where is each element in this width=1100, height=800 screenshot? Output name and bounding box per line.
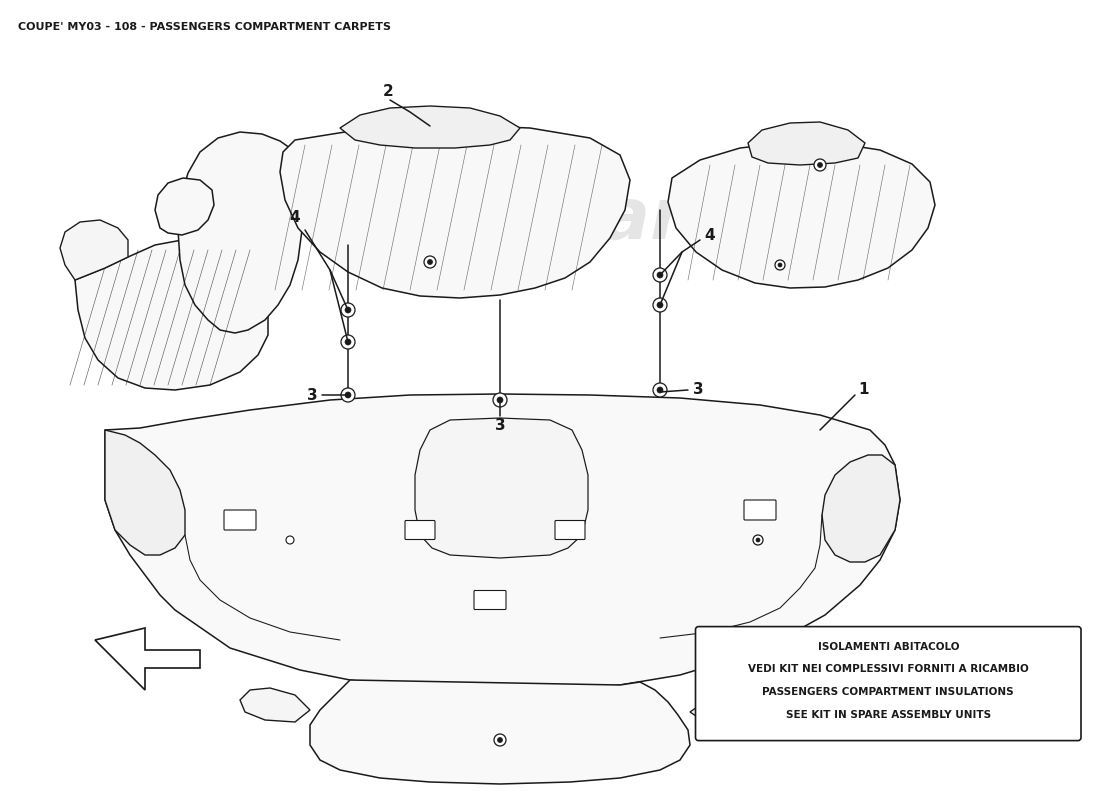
- Polygon shape: [690, 692, 756, 724]
- FancyBboxPatch shape: [744, 500, 775, 520]
- Text: 3: 3: [693, 382, 703, 398]
- Circle shape: [345, 339, 351, 345]
- Text: COUPE' MY03 - 108 - PASSENGERS COMPARTMENT CARPETS: COUPE' MY03 - 108 - PASSENGERS COMPARTME…: [18, 22, 390, 32]
- Circle shape: [494, 734, 506, 746]
- Circle shape: [497, 738, 503, 742]
- FancyBboxPatch shape: [474, 590, 506, 610]
- Text: 2: 2: [383, 85, 394, 99]
- Circle shape: [776, 260, 785, 270]
- FancyBboxPatch shape: [405, 521, 435, 539]
- Polygon shape: [104, 430, 185, 555]
- Polygon shape: [75, 240, 268, 390]
- Text: 3: 3: [495, 418, 505, 434]
- FancyBboxPatch shape: [695, 626, 1081, 741]
- Circle shape: [657, 272, 663, 278]
- Text: eurospares: eurospares: [321, 186, 779, 254]
- Circle shape: [653, 268, 667, 282]
- Polygon shape: [178, 132, 303, 333]
- Circle shape: [286, 536, 294, 544]
- Circle shape: [657, 387, 663, 393]
- Circle shape: [428, 259, 432, 265]
- Circle shape: [754, 535, 763, 545]
- Text: 3: 3: [307, 387, 317, 402]
- Circle shape: [756, 538, 760, 542]
- Circle shape: [497, 397, 503, 403]
- Circle shape: [341, 303, 355, 317]
- Polygon shape: [280, 125, 630, 298]
- Circle shape: [341, 335, 355, 349]
- Polygon shape: [340, 106, 520, 148]
- Polygon shape: [240, 688, 310, 722]
- Circle shape: [341, 388, 355, 402]
- Polygon shape: [155, 178, 214, 235]
- Text: SEE KIT IN SPARE ASSEMBLY UNITS: SEE KIT IN SPARE ASSEMBLY UNITS: [785, 710, 991, 720]
- Circle shape: [345, 392, 351, 398]
- Circle shape: [657, 302, 663, 308]
- Circle shape: [778, 263, 782, 267]
- Text: PASSENGERS COMPARTMENT INSULATIONS: PASSENGERS COMPARTMENT INSULATIONS: [762, 687, 1014, 697]
- Text: 4: 4: [705, 227, 715, 242]
- Circle shape: [345, 307, 351, 313]
- Text: 1: 1: [859, 382, 869, 398]
- Polygon shape: [668, 143, 935, 288]
- Circle shape: [653, 383, 667, 397]
- Polygon shape: [822, 455, 900, 562]
- Polygon shape: [310, 680, 690, 784]
- Circle shape: [814, 159, 826, 171]
- FancyBboxPatch shape: [556, 521, 585, 539]
- Polygon shape: [60, 220, 128, 280]
- Polygon shape: [748, 122, 865, 165]
- Circle shape: [493, 393, 507, 407]
- Polygon shape: [415, 418, 588, 558]
- Text: eurospares: eurospares: [321, 535, 779, 605]
- Circle shape: [424, 256, 436, 268]
- Polygon shape: [95, 628, 200, 690]
- Text: VEDI KIT NEI COMPLESSIVI FORNITI A RICAMBIO: VEDI KIT NEI COMPLESSIVI FORNITI A RICAM…: [748, 664, 1028, 674]
- Text: ISOLAMENTI ABITACOLO: ISOLAMENTI ABITACOLO: [817, 642, 959, 651]
- Circle shape: [653, 298, 667, 312]
- Polygon shape: [104, 394, 900, 692]
- Circle shape: [817, 162, 823, 167]
- Text: 4: 4: [289, 210, 300, 226]
- FancyBboxPatch shape: [224, 510, 256, 530]
